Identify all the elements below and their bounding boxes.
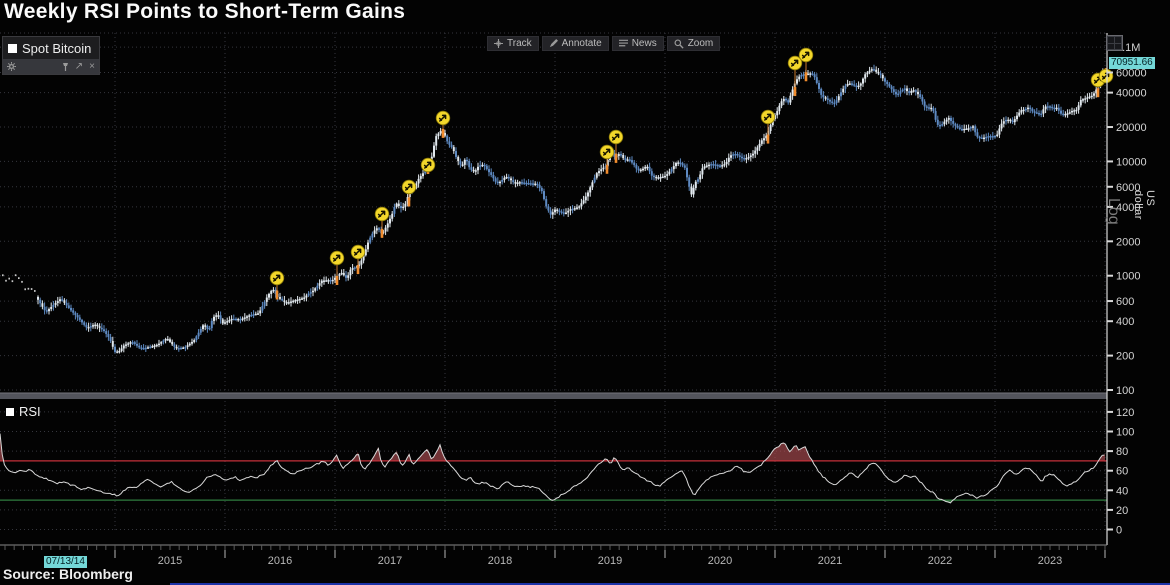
track-crosshair-icon xyxy=(494,39,503,48)
buy-signal-marker[interactable] xyxy=(350,244,366,260)
close-icon[interactable]: × xyxy=(89,60,95,72)
buy-signal-marker[interactable] xyxy=(401,179,417,195)
legend-toolbar: ↗ × xyxy=(3,59,99,74)
axis-tick-label: 2000 xyxy=(1116,236,1140,248)
panel-layout-icon[interactable] xyxy=(1106,35,1123,51)
axis-tick-label: 4000 xyxy=(1116,202,1140,214)
chart-title: Weekly RSI Points to Short-Term Gains xyxy=(4,0,406,23)
axis-tick-label: 60 xyxy=(1116,466,1128,478)
start-date-tag: 07/13/14 xyxy=(44,556,87,568)
news-button[interactable]: News xyxy=(611,36,664,51)
rsi-swatch xyxy=(6,407,14,416)
bottom-accent-bar xyxy=(170,583,1170,585)
annotate-pencil-icon xyxy=(549,39,558,48)
buy-signal-marker[interactable] xyxy=(608,129,624,145)
axis-tick-label: 100 xyxy=(1116,427,1134,439)
year-tick-label: 2020 xyxy=(708,555,732,567)
price-legend-panel[interactable]: Spot Bitcoin ↗ × xyxy=(2,36,100,75)
axis-tick-label: 60000 xyxy=(1116,67,1147,79)
axis-tick-label: 1000 xyxy=(1116,271,1140,283)
zoom-button[interactable]: Zoom xyxy=(666,36,721,51)
buy-signal-marker[interactable] xyxy=(435,110,451,126)
pin-icon[interactable] xyxy=(62,62,69,71)
chart-toolbar: Track Annotate News Zoom xyxy=(487,36,721,51)
price-legend-row: Spot Bitcoin xyxy=(3,37,99,59)
year-tick-label: 2023 xyxy=(1038,555,1062,567)
track-button[interactable]: Track xyxy=(487,36,539,51)
popout-arrow-icon[interactable]: ↗ xyxy=(74,60,84,72)
year-tick-label: 2019 xyxy=(598,555,622,567)
axis-tick-label: 400 xyxy=(1116,316,1134,328)
buy-signal-marker[interactable] xyxy=(269,270,285,286)
year-tick-label: 2021 xyxy=(818,555,842,567)
buy-signal-marker[interactable] xyxy=(329,250,345,266)
zoom-magnifier-icon xyxy=(674,38,684,49)
buy-signal-marker[interactable] xyxy=(798,47,814,63)
axis-tick-label: 20 xyxy=(1116,505,1128,517)
axis-unit-label: US dollar xyxy=(1132,190,1156,220)
axis-tick-label: 100 xyxy=(1116,385,1134,397)
buy-signal-marker[interactable] xyxy=(787,55,803,71)
axis-tick-label: 0 xyxy=(1116,525,1122,537)
year-tick-label: 2022 xyxy=(928,555,952,567)
axis-tick-label: 80 xyxy=(1116,446,1128,458)
axis-tick-label: 6000 xyxy=(1116,182,1140,194)
buy-signal-marker[interactable] xyxy=(760,109,776,125)
series-swatch xyxy=(8,44,17,53)
year-tick-label: 2017 xyxy=(378,555,402,567)
buy-signal-marker[interactable] xyxy=(599,144,615,160)
annotate-button[interactable]: Annotate xyxy=(541,36,609,51)
news-lines-icon xyxy=(618,39,628,47)
buy-signal-marker[interactable] xyxy=(420,157,436,173)
axis-tick-label: 120 xyxy=(1116,407,1134,419)
legend-action-icons: ↗ × xyxy=(62,60,95,72)
series-label: Spot Bitcoin xyxy=(22,41,92,56)
year-tick-label: 2015 xyxy=(158,555,182,567)
last-price-tag: 70951.66 xyxy=(1109,57,1155,69)
buy-signal-marker[interactable] xyxy=(1098,68,1114,84)
axis-tick-label: 10000 xyxy=(1116,156,1147,168)
axis-tick-label: 40000 xyxy=(1116,88,1147,100)
axis-tick-label: 20000 xyxy=(1116,122,1147,134)
source-label: Source: Bloomberg xyxy=(3,566,133,582)
axis-tick-label: 40 xyxy=(1116,485,1128,497)
buy-signal-marker[interactable] xyxy=(374,206,390,222)
year-tick-label: 2018 xyxy=(488,555,512,567)
axis-tick-label: 200 xyxy=(1116,351,1134,363)
year-tick-label: 2016 xyxy=(268,555,292,567)
axis-tick-label: 600 xyxy=(1116,296,1134,308)
log-scale-label: Log xyxy=(1105,198,1122,225)
gear-icon[interactable] xyxy=(7,62,16,71)
rsi-label: RSI xyxy=(19,404,41,419)
rsi-legend[interactable]: RSI xyxy=(6,404,41,419)
